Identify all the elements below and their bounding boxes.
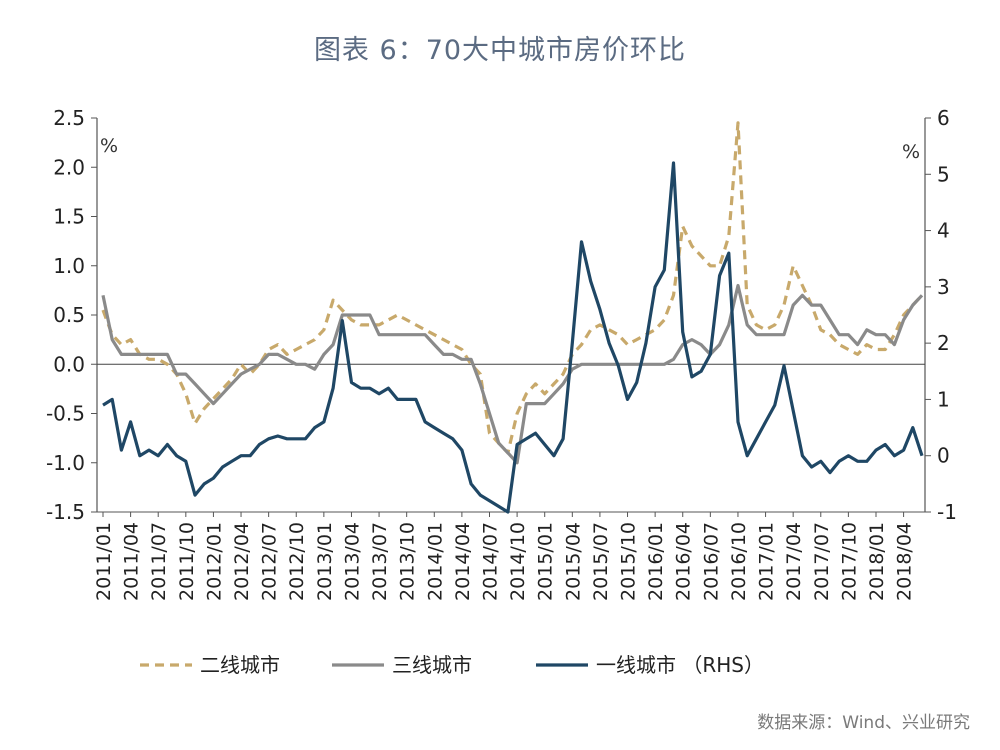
right-tick-label: 2 [937,331,950,355]
x-tick-label: 2011/01 [93,522,115,601]
left-tick-label: 0.0 [53,352,85,376]
right-tick-label: 4 [937,219,950,243]
series-line-1 [101,121,924,455]
x-tick-label: 2011/04 [121,522,143,601]
left-tick-label: 2.5 [53,106,85,130]
right-tick-label: 5 [937,162,950,186]
x-tick-label: 2014/04 [452,522,474,601]
chart-title: 图表 6：70大中城市房价环比 [313,35,687,66]
x-tick-label: 2012/10 [286,522,308,601]
left-tick-label: -0.5 [46,402,85,426]
x-tick-label: 2011/10 [176,522,198,601]
series-group [101,121,924,514]
left-tick-label: -1.0 [46,451,85,475]
x-tick-label: 2016/10 [728,522,750,601]
x-tick-label: 2013/04 [341,522,363,601]
x-tick-label: 2016/04 [673,522,695,601]
x-tick-label: 2015/10 [618,522,640,601]
source-note: 数据来源：Wind、兴业研究 [757,713,970,733]
x-axis: 2011/01 2011/04 2011/07 2011/10 2012/01 2012/… [93,363,925,601]
left-axis: 2.5 2.0 1.5 1.0 0.5 0.0 -0.5 -1.0 -1.5 [46,106,98,524]
x-tick-label: 2014/10 [507,522,529,601]
x-tick-label: 2018/04 [894,522,916,601]
series-line-2 [101,283,924,465]
x-tick-label: 2013/10 [397,522,419,601]
x-tick-label: 2012/01 [203,522,225,601]
left-tick-label: 1.5 [53,205,85,229]
left-tick-label: 2.0 [53,155,85,179]
x-tick-label: 2013/01 [314,522,336,601]
left-axis-unit: % [100,135,118,157]
right-tick-label: 0 [937,444,950,468]
x-tick-label: 2013/07 [369,522,391,601]
x-tick-label: 2011/07 [148,522,170,601]
x-tick-label: 2017/01 [756,522,778,601]
x-tick-label: 2015/04 [562,522,584,601]
left-tick-label: -1.5 [46,500,85,524]
left-tick-label: 1.0 [53,254,85,278]
right-axis: 6 5 4 3 2 1 0 -1 [924,106,957,524]
x-tick-label: 2017/04 [783,522,805,601]
right-tick-label: 6 [937,106,950,130]
legend-label-1: 二线城市 [200,653,280,677]
series-line-3 [102,161,924,514]
legend-label-2: 三线城市 [392,653,472,677]
right-tick-label: 3 [937,275,950,299]
left-tick-label: 0.5 [53,303,85,327]
x-tick-label: 2015/07 [590,522,612,601]
x-tick-label: 2014/07 [479,522,501,601]
x-tick-label: 2017/10 [838,522,860,601]
x-tick-label: 2015/01 [535,522,557,601]
x-tick-label: 2016/01 [645,522,667,601]
legend-label-3: 一线城市 （RHS） [596,653,764,677]
x-tick-label: 2014/01 [424,522,446,601]
x-tick-label: 2012/04 [231,522,253,601]
x-tick-label: 2017/07 [811,522,833,601]
x-tick-label: 2012/07 [259,522,281,601]
right-axis-unit: % [902,141,920,163]
right-tick-label: -1 [937,500,957,524]
x-tick-label: 2016/07 [700,522,722,601]
legend: 二线城市 三线城市 一线城市 （RHS） [140,653,764,677]
x-tick-label: 2018/01 [866,522,888,601]
right-tick-label: 1 [937,387,950,411]
